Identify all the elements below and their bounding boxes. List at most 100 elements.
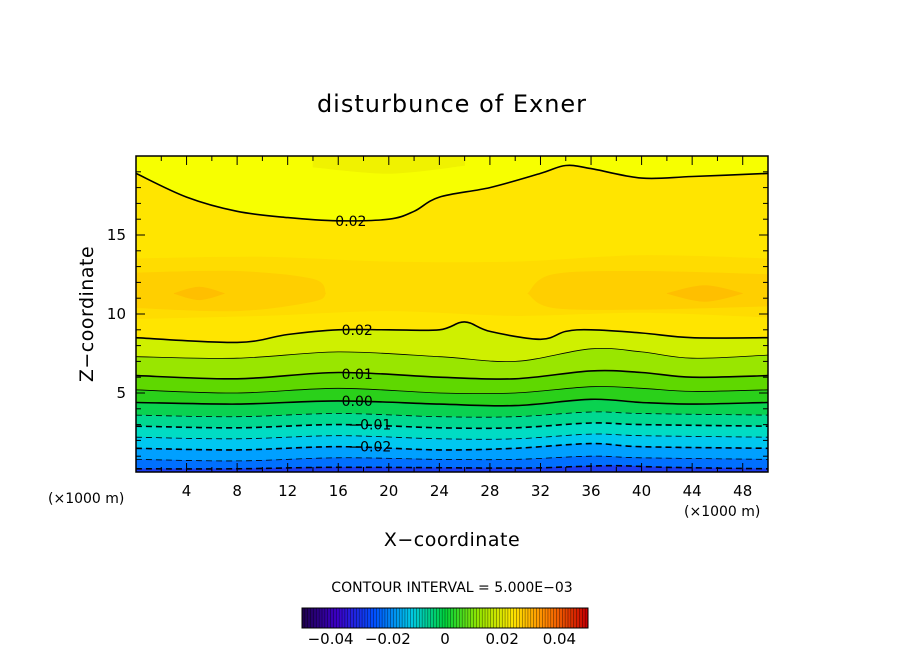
colorbar-cell-96 <box>576 608 580 628</box>
colorbar-cell-0 <box>302 608 306 628</box>
colorbar-tick-label-3: 0.02 <box>485 630 518 648</box>
colorbar-cell-77 <box>522 608 526 628</box>
colorbar-cell-47 <box>436 608 440 628</box>
contour-label-4: −0.01 <box>348 418 391 434</box>
colorbar-tick-label-1: −0.02 <box>365 630 411 648</box>
contour-line-10 <box>136 455 768 462</box>
colorbar-cell-29 <box>384 608 389 628</box>
colorbar-tick-labels: −0.04 −0.02 0 0.02 0.04 <box>308 630 576 648</box>
contour-line-3 <box>136 369 768 380</box>
colorbar-cell-88 <box>553 608 557 628</box>
colorbar-cell-97 <box>579 608 583 628</box>
colorbar-cell-82 <box>536 608 540 628</box>
contour-label-2: 0.01 <box>342 367 373 383</box>
colorbar-cell-73 <box>510 608 515 628</box>
colorbar-cell-51 <box>447 608 452 628</box>
colorbar-tick-label-0: −0.04 <box>308 630 354 648</box>
contour-labels: 0.02 0.02 0.01 0.00 −0.01 −0.02 <box>335 214 391 456</box>
colorbar <box>301 607 589 629</box>
x-axis-label: X−coordinate <box>384 529 520 551</box>
y-tick-label-5: 5 <box>116 384 126 402</box>
x-unit-right: (×1000 m) <box>684 504 760 520</box>
colorbar-cell-36 <box>404 608 409 628</box>
colorbar-cell-27 <box>379 608 383 628</box>
colorbar-cell-40 <box>416 608 420 628</box>
colorbar-cell-68 <box>496 608 500 628</box>
colorbar-cell-4 <box>313 608 317 628</box>
colorbar-cell-45 <box>430 608 434 628</box>
colorbar-cell-15 <box>344 608 349 628</box>
contour-line-5 <box>136 398 768 407</box>
colorbar-cell-21 <box>362 608 366 628</box>
colorbar-cell-76 <box>519 608 523 628</box>
x-tick-label-12: 12 <box>278 482 297 500</box>
contour-label-5: −0.02 <box>348 440 391 456</box>
x-tick-label-4: 4 <box>182 482 192 500</box>
colorbar-cell-49 <box>442 608 446 628</box>
colorbar-cell-89 <box>556 608 560 628</box>
colorbar-cell-75 <box>516 608 520 628</box>
colorbar-cell-43 <box>424 608 429 628</box>
y-axis-ticks: 5 10 15 <box>107 171 768 457</box>
contour-label-3: 0.00 <box>342 394 373 410</box>
contour-line-4 <box>136 386 768 395</box>
colorbar-cell-16 <box>347 608 352 628</box>
colorbar-cell-60 <box>473 608 477 628</box>
colorbar-cell-37 <box>407 608 412 628</box>
colorbar-cell-5 <box>316 608 320 628</box>
x-tick-label-16: 16 <box>329 482 348 500</box>
colorbar-cell-12 <box>336 608 340 628</box>
colorbar-cell-95 <box>573 608 577 628</box>
colorbar-cell-24 <box>370 608 374 628</box>
contour-line-7 <box>136 422 768 430</box>
colorbar-tick-label-4: 0.04 <box>543 630 576 648</box>
colorbar-frame <box>301 607 589 629</box>
colorbar-cell-79 <box>527 608 532 628</box>
contour-line-11 <box>136 464 768 470</box>
colorbar-cell-11 <box>333 608 337 628</box>
colorbar-cell-39 <box>413 608 417 628</box>
colorbar-cell-54 <box>456 608 460 628</box>
x-tick-label-28: 28 <box>480 482 499 500</box>
colorbar-cell-74 <box>513 608 517 628</box>
colorbar-cell-35 <box>402 608 406 628</box>
contour-interval-text: CONTOUR INTERVAL = 5.000E−03 <box>331 580 572 596</box>
colorbar-cell-99 <box>585 608 589 628</box>
colorbar-tick-label-2: 0 <box>440 630 450 648</box>
x-tick-label-32: 32 <box>531 482 550 500</box>
colorbar-cell-55 <box>459 608 463 628</box>
x-tick-label-36: 36 <box>581 482 600 500</box>
colorbar-cell-8 <box>324 608 329 628</box>
x-tick-label-8: 8 <box>232 482 242 500</box>
x-tick-label-48: 48 <box>733 482 752 500</box>
x-tick-label-20: 20 <box>379 482 398 500</box>
colorbar-cell-71 <box>505 608 509 628</box>
colorbar-cell-63 <box>482 608 486 628</box>
colorbar-cell-93 <box>567 608 572 628</box>
colorbar-cell-22 <box>364 608 369 628</box>
y-tick-label-10: 10 <box>107 305 126 323</box>
colorbar-cell-58 <box>467 608 472 628</box>
colorbar-cell-50 <box>445 608 449 628</box>
colorbar-cell-78 <box>525 608 529 628</box>
x-unit-left: (×1000 m) <box>48 491 124 507</box>
x-tick-label-24: 24 <box>430 482 449 500</box>
colorbar-cell-41 <box>419 608 423 628</box>
colorbar-cell-38 <box>410 608 414 628</box>
colorbar-cell-72 <box>507 608 512 628</box>
colorbar-cell-66 <box>490 608 495 628</box>
colorbar-cell-2 <box>307 608 311 628</box>
colorbar-cell-83 <box>539 608 543 628</box>
colorbar-cell-80 <box>530 608 535 628</box>
colorbar-cell-10 <box>330 608 334 628</box>
colorbar-cell-65 <box>487 608 492 628</box>
colorbar-cell-46 <box>433 608 437 628</box>
contour-line-2 <box>136 347 768 363</box>
colorbar-cell-69 <box>499 608 503 628</box>
colorbar-cell-13 <box>339 608 343 628</box>
colorbar-cell-62 <box>479 608 483 628</box>
colorbar-cell-20 <box>359 608 363 628</box>
contour-line-8 <box>136 433 768 440</box>
colorbar-cell-44 <box>427 608 432 628</box>
